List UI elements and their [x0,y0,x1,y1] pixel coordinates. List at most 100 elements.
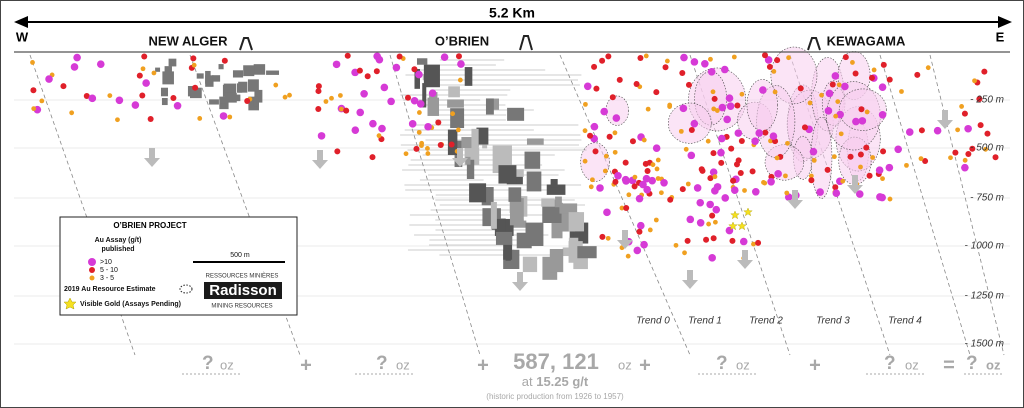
stope [485,98,494,115]
trend-label: Trend 0 [636,316,670,327]
assay-dot [816,188,824,196]
assay-dot [139,92,146,99]
assay-dot [685,81,692,88]
assay-dot [69,110,75,116]
assay-dot [717,148,725,157]
assay-dot [774,155,780,161]
assay-dot [850,60,855,65]
equals: = [943,354,955,376]
trend-line [559,54,691,356]
stope [164,66,172,73]
assay-dot [880,61,887,68]
assay-dot [39,98,45,104]
assay-dot [654,166,660,172]
assay-dot [965,150,972,157]
assay-dot [633,80,640,87]
assay-dot [687,151,696,160]
resource-blob [605,95,629,126]
stope [254,89,263,103]
stope [495,231,513,245]
plunge-arrow [312,150,328,169]
stope [559,203,578,214]
stope [266,70,280,75]
assay-dot [905,128,914,136]
plunge-arrow [847,175,863,194]
assay-dot [364,73,371,80]
assay-dot [703,236,710,243]
legend-assay-sub: published [101,246,134,253]
assay-dots [30,52,999,262]
assay-dot [404,94,411,101]
assay-dot [824,166,831,173]
stope [551,213,563,239]
assay-dot [801,124,808,131]
assay-dot [30,87,37,94]
assay-dot [738,138,745,145]
stope [222,84,234,97]
assay-dot [678,128,684,134]
assay-dot [369,154,376,161]
assay-dot [726,102,735,110]
west: W [16,29,29,44]
assay-dot [858,106,865,113]
assay-dot [977,122,984,129]
assay-dot [983,146,989,152]
stope [490,98,499,110]
stope [524,151,541,169]
visible-gold [743,207,753,217]
assay-dot [411,66,418,73]
assay-dot [713,183,722,191]
assay-dot [315,83,322,90]
assay-dot [885,163,894,172]
assay-dot [871,67,877,73]
assay-dot [596,184,604,192]
resource-blob [580,142,610,182]
assay-dot [698,166,705,173]
assay-dot [690,58,699,66]
assay-dot [852,117,860,126]
assay-dot [769,132,778,140]
stope [162,71,174,85]
assay-dot [317,132,326,140]
assay-dot [287,92,292,98]
assay-dot [710,235,717,242]
assay-dot [60,83,67,90]
assay-dot [600,107,609,116]
assay-dot [680,53,688,62]
assay-dot [360,90,368,98]
depth-label: - 1250 m [965,291,1004,302]
assay-dot [858,164,863,170]
assay-dot [964,124,972,133]
assay-dot [219,112,228,120]
note: (historic production from 1926 to 1957) [486,392,624,401]
plus: + [477,354,489,376]
assay-dot [96,60,105,68]
legend-class: 5 - 10 [100,267,118,274]
assay-dot [416,100,425,108]
assay-dot [643,53,649,59]
assay-dot [984,130,991,137]
depth-label: - 500 m [970,143,1004,154]
assay-dot [751,137,759,145]
stope [541,198,555,207]
assay-dot [709,212,716,219]
assay-dot [723,115,731,124]
assay-dot [416,129,422,135]
stope [550,179,558,188]
unit: oz [396,357,410,372]
assay-dot [356,108,365,117]
assay-dot [403,151,409,157]
assay-dot [708,56,713,62]
resource-blob [667,102,712,144]
stope [568,237,579,259]
assay-dot [603,153,609,159]
unknown: ? [966,353,978,374]
assay-dot [766,63,773,70]
depth-label: - 1500 m [965,339,1004,350]
assay-dot [706,221,712,227]
plunge-arrow [617,230,633,249]
stope [465,156,471,165]
assay-dot [626,192,632,198]
stope [466,159,475,180]
